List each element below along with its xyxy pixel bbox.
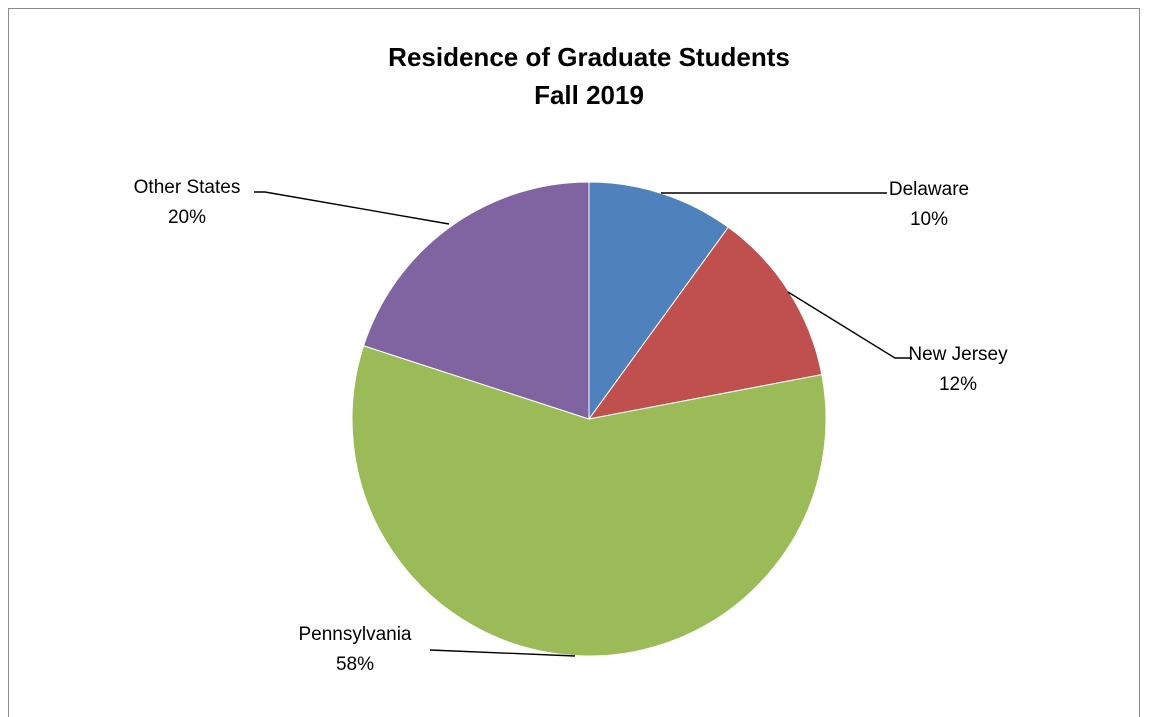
data-label-value-other-states: 20%	[168, 207, 206, 228]
leader-lines	[254, 191, 912, 657]
data-labels: Delaware 10% New Jersey 12% Pennsylvania 58% O…	[134, 177, 1008, 675]
leader-line-other-states	[254, 191, 450, 225]
leader-line-new-jersey	[787, 291, 912, 359]
data-label-value-new-jersey: 12%	[939, 374, 977, 395]
pie-slices	[351, 181, 827, 657]
data-label-category-delaware: Delaware	[889, 179, 969, 200]
data-label-value-pennsylvania: 58%	[336, 654, 374, 675]
data-label-category-new-jersey: New Jersey	[908, 344, 1008, 365]
leader-line-pennsylvania	[429, 649, 576, 657]
pie-slice-other-states	[362, 181, 590, 420]
chart-title: Residence of Graduate Students	[388, 42, 790, 72]
data-label-category-other-states: Other States	[134, 177, 241, 198]
data-label-category-pennsylvania: Pennsylvania	[298, 624, 411, 645]
data-label-value-delaware: 10%	[910, 209, 948, 230]
chart-subtitle: Fall 2019	[534, 80, 644, 110]
